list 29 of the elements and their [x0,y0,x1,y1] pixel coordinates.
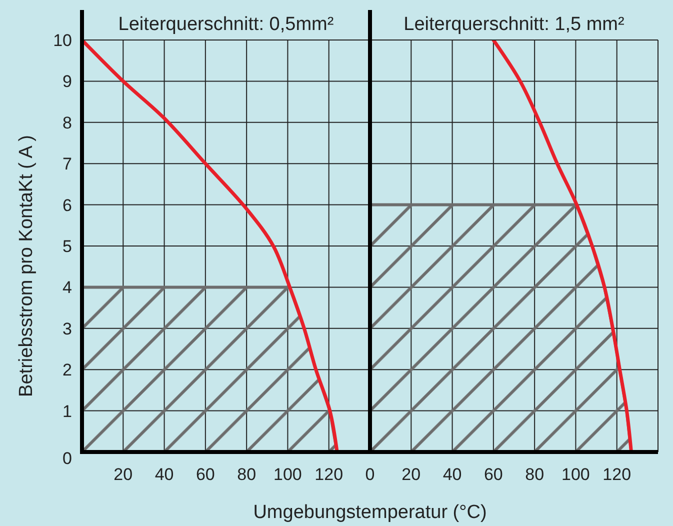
x-tick-label: 120 [602,465,632,484]
x-tick-label: 60 [196,465,215,484]
y-tick-label: 9 [62,72,72,92]
y-axis-title: Betriebsstrom pro KontaKt ( A ) [16,135,37,397]
x-tick-label: 80 [237,465,256,484]
x-tick-label: 100 [274,465,302,484]
chart-title: Leiterquerschnitt: 0,5mm² [118,14,334,35]
x-tick-label: 60 [484,465,503,484]
y-tick-label: 1 [62,402,72,421]
y-tick-label: 10 [53,31,72,50]
y-tick-label: 5 [62,237,72,256]
y-tick-label: 6 [62,196,72,215]
y-tick-label: 7 [62,154,72,174]
y-tick-label: 2 [62,360,72,380]
x-tick-label: 40 [154,465,174,484]
x-tick-label: 20 [402,465,421,484]
chart-title: Leiterquerschnitt: 1,5 mm² [404,14,624,35]
x-tick-label: 20 [114,465,133,484]
x-tick-label: 40 [442,465,462,484]
x-tick-label: 100 [562,465,590,484]
y-tick-label: 0 [62,449,72,468]
y-tick-label: 3 [62,319,72,338]
x-axis-title: Umgebungstemperatur (°C) [253,502,487,523]
y-tick-label: 4 [62,278,72,298]
line-series [82,40,339,452]
x-tick-label: 0 [365,465,375,484]
x-tick-label: 120 [314,465,344,484]
x-tick-label: 80 [525,465,544,484]
y-tick-label: 8 [62,113,72,132]
